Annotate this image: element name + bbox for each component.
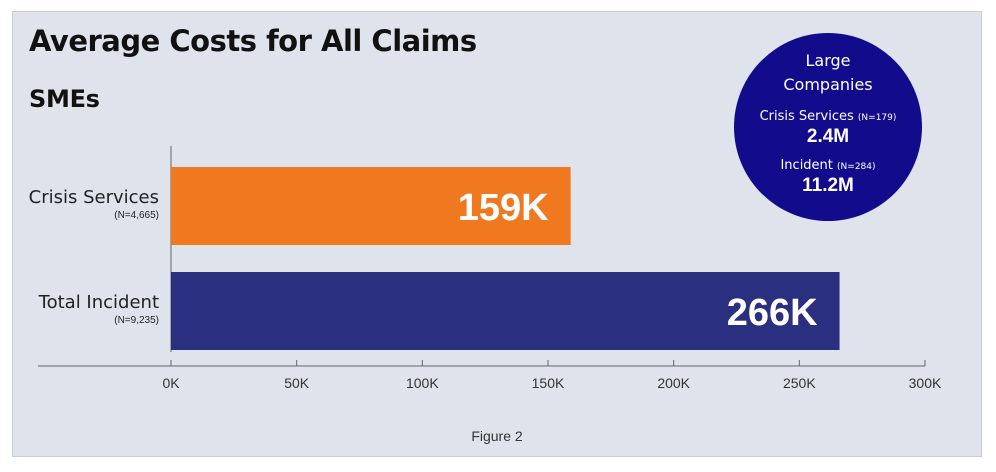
category-note: (N=4,665) bbox=[114, 210, 159, 221]
x-tick-label: 0K bbox=[162, 375, 180, 391]
x-tick-label: 50K bbox=[284, 375, 310, 391]
figure-caption: Figure 2 bbox=[471, 428, 523, 444]
chart-title: Average Costs for All Claims bbox=[29, 24, 477, 58]
x-tick-label: 200K bbox=[657, 375, 690, 391]
x-tick-label: 250K bbox=[783, 375, 816, 391]
bubble-incident-label-text: Incident bbox=[780, 158, 833, 173]
bubble-crisis-label-text: Crisis Services bbox=[759, 109, 854, 124]
category-label: Crisis Services bbox=[29, 187, 159, 208]
bubble-incident-label: Incident (N=284) bbox=[734, 158, 922, 173]
bubble-incident-value: 11.2M bbox=[802, 175, 854, 196]
bubble-title-line2: Companies bbox=[783, 75, 873, 94]
category-note: (N=9,235) bbox=[114, 315, 159, 326]
data-label: 266K bbox=[727, 292, 818, 334]
x-tick-label: 150K bbox=[532, 375, 565, 391]
bar bbox=[171, 272, 840, 350]
bubble-incident-n: (N=284) bbox=[837, 162, 876, 172]
bubble-crisis-label: Crisis Services (N=179) bbox=[734, 109, 922, 124]
large-companies-bubble: Large Companies Crisis Services (N=179) … bbox=[734, 33, 922, 221]
bubble-crisis-n: (N=179) bbox=[857, 113, 897, 123]
data-label: 159K bbox=[458, 187, 549, 229]
x-tick-label: 300K bbox=[909, 375, 942, 391]
bubble-title-line1: Large bbox=[805, 51, 851, 70]
chart-subtitle: SMEs bbox=[29, 85, 100, 113]
bubble-crisis-value: 2.4M bbox=[806, 126, 850, 147]
category-label: Total Incident bbox=[38, 292, 159, 313]
bar bbox=[171, 167, 571, 245]
x-tick-label: 100K bbox=[406, 375, 439, 391]
bubble-title: Large Companies bbox=[734, 49, 922, 97]
